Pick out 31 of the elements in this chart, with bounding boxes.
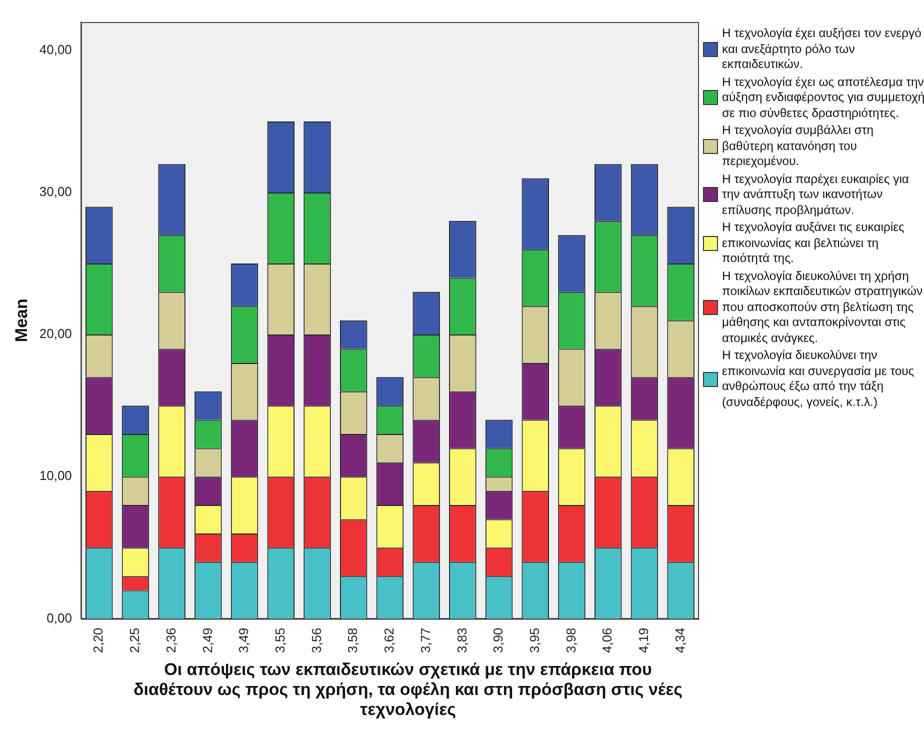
- y-tick-label: 20,00: [39, 326, 72, 342]
- y-tick-label: 40,00: [39, 42, 72, 57]
- legend-label: Η τεχνολογία έχει αυξήσει τον ενεργό και ανεξάρτητο ρόλο των εκπαιδευτικών.: [722, 26, 922, 72]
- x-axis-title: Οι απόψεις των εκπαιδευτικών σχετικά με την επάρκεια που διαθέτουν ως προς τη χρήση, τα οφέλη και στη πρόσβαση στις νέες τεχνολογίες: [132, 660, 684, 720]
- x-tick-label: 4,34: [672, 628, 688, 654]
- x-tick-label: 2,36: [163, 628, 178, 654]
- y-tick-label: 10,00: [39, 468, 72, 484]
- x-tick-label: 3,56: [308, 628, 324, 654]
- legend-label: Η τεχνολογία διευκολύνει την επικοινωνία και συνεργασία με τους ανθρώπους έξω από την τάξη (συναδέρφους, γονείς, κ.τ.λ.): [722, 348, 916, 410]
- legend-label: Η τεχνολογία παρέχει ευκαιρίες για την ανάπτυξη των ικανοτήτων επίλυσης προβλημάτων.: [722, 172, 910, 218]
- x-tick-label: 3,49: [236, 628, 252, 654]
- x-tick-label: 3,83: [454, 628, 470, 654]
- x-tick-label: 4,19: [636, 628, 652, 654]
- x-tick-label: 2,25: [127, 628, 142, 654]
- legend-label: Η τεχνολογία συμβάλλει στη βαθύτερη κατανόηση του περιεχομένου.: [722, 123, 874, 170]
- x-tick-label: 3,95: [526, 628, 542, 654]
- x-tick-label: 3,62: [382, 628, 397, 654]
- legend-label: Η τεχνολογία διευκολύνει τη χρήση ποικίλων εκπαιδευτικών στρατηγικών που αποσκοπούν στη βελτίωση της μάθησης και ανταποκρίνονται στις ατομικές ανάγκες.: [722, 268, 924, 346]
- legend-label: Η τεχνολογία έχει ως αποτέλεσμα την αύξηση ενδιαφέροντος για συμμετοχή σε πιο σύνθετες δραστηριότητες.: [722, 74, 924, 121]
- x-tick-label: 2,20: [90, 628, 106, 654]
- x-tick-label: 4,06: [600, 628, 615, 654]
- x-tick-label: 2,49: [200, 628, 215, 654]
- y-tick-label: 30,00: [39, 184, 72, 200]
- x-tick-label: 3,90: [490, 628, 506, 654]
- y-axis-title: Mean: [12, 298, 31, 342]
- y-tick-label: 0,00: [46, 610, 72, 626]
- x-tick-label: 3,77: [418, 628, 433, 654]
- legend-label: Η τεχνολογία αυξάνει τις ευκαιρίες επικοινωνίας και βελτιώνει τη ποιότητά της.: [722, 220, 906, 266]
- x-tick-label: 3,58: [345, 628, 360, 654]
- x-tick-label: 3,55: [272, 628, 288, 654]
- x-tick-label: 3,98: [563, 628, 578, 654]
